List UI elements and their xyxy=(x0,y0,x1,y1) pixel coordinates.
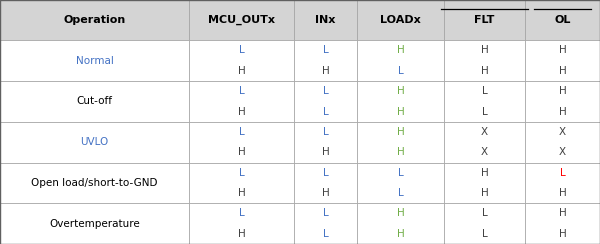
Bar xyxy=(444,203,525,244)
Bar xyxy=(0,81,189,122)
Text: L: L xyxy=(323,208,328,218)
Bar xyxy=(525,81,600,122)
Bar xyxy=(357,40,444,81)
Text: H: H xyxy=(397,86,404,96)
Text: H: H xyxy=(559,188,566,198)
Text: L: L xyxy=(482,107,487,117)
Text: OL: OL xyxy=(554,15,571,25)
Bar xyxy=(294,0,357,40)
Bar xyxy=(357,122,444,163)
Bar xyxy=(444,163,525,203)
Bar xyxy=(189,40,294,81)
Text: H: H xyxy=(481,168,488,178)
Text: L: L xyxy=(482,208,487,218)
Bar xyxy=(189,163,294,203)
Bar xyxy=(525,122,600,163)
Bar xyxy=(189,0,294,40)
Text: X: X xyxy=(559,147,566,157)
Text: L: L xyxy=(323,45,328,55)
Bar xyxy=(294,81,357,122)
Text: Overtemperature: Overtemperature xyxy=(49,219,140,229)
Text: UVLO: UVLO xyxy=(80,137,109,147)
Text: INx: INx xyxy=(316,15,335,25)
Text: L: L xyxy=(398,168,403,178)
Bar xyxy=(189,203,294,244)
Text: LOADx: LOADx xyxy=(380,15,421,25)
Text: H: H xyxy=(559,45,566,55)
Text: L: L xyxy=(560,168,565,178)
Text: H: H xyxy=(397,45,404,55)
Bar xyxy=(444,0,525,40)
Bar xyxy=(444,122,525,163)
Text: H: H xyxy=(559,208,566,218)
Text: Normal: Normal xyxy=(76,56,113,66)
Text: H: H xyxy=(397,147,404,157)
Text: H: H xyxy=(559,86,566,96)
Text: H: H xyxy=(481,45,488,55)
Text: L: L xyxy=(323,86,328,96)
Text: H: H xyxy=(397,127,404,137)
Text: L: L xyxy=(239,45,244,55)
Bar xyxy=(189,122,294,163)
Text: L: L xyxy=(398,66,403,76)
Text: H: H xyxy=(397,107,404,117)
Bar xyxy=(525,40,600,81)
Text: L: L xyxy=(323,229,328,239)
Text: L: L xyxy=(239,127,244,137)
Bar xyxy=(525,163,600,203)
Text: H: H xyxy=(559,107,566,117)
Text: L: L xyxy=(323,107,328,117)
Text: H: H xyxy=(238,188,245,198)
Bar xyxy=(0,203,189,244)
Text: L: L xyxy=(239,208,244,218)
Text: MCU_OUTx: MCU_OUTx xyxy=(208,15,275,25)
Bar xyxy=(0,0,189,40)
Text: H: H xyxy=(238,147,245,157)
Text: X: X xyxy=(481,147,488,157)
Text: L: L xyxy=(398,188,403,198)
Text: Operation: Operation xyxy=(64,15,125,25)
Bar xyxy=(357,203,444,244)
Bar xyxy=(294,40,357,81)
Bar xyxy=(294,163,357,203)
Text: L: L xyxy=(323,127,328,137)
Text: H: H xyxy=(238,66,245,76)
Bar xyxy=(357,163,444,203)
Text: Open load/short-to-GND: Open load/short-to-GND xyxy=(31,178,158,188)
Bar xyxy=(525,0,600,40)
Bar xyxy=(444,40,525,81)
Bar xyxy=(294,122,357,163)
Bar xyxy=(0,163,189,203)
Text: H: H xyxy=(397,208,404,218)
Text: H: H xyxy=(238,107,245,117)
Bar xyxy=(357,0,444,40)
Bar xyxy=(294,203,357,244)
Text: H: H xyxy=(559,66,566,76)
Bar xyxy=(444,81,525,122)
Bar xyxy=(0,40,189,81)
Text: L: L xyxy=(239,86,244,96)
Text: H: H xyxy=(559,229,566,239)
Text: H: H xyxy=(238,229,245,239)
Text: L: L xyxy=(323,168,328,178)
Text: H: H xyxy=(397,229,404,239)
Text: H: H xyxy=(322,147,329,157)
Text: H: H xyxy=(481,66,488,76)
Text: X: X xyxy=(559,127,566,137)
Bar xyxy=(189,81,294,122)
Text: FLT: FLT xyxy=(475,15,494,25)
Text: L: L xyxy=(482,86,487,96)
Text: L: L xyxy=(482,229,487,239)
Bar xyxy=(525,203,600,244)
Text: H: H xyxy=(481,188,488,198)
Bar xyxy=(0,122,189,163)
Text: X: X xyxy=(481,127,488,137)
Text: H: H xyxy=(322,188,329,198)
Text: Cut-off: Cut-off xyxy=(77,96,113,106)
Bar xyxy=(357,81,444,122)
Text: H: H xyxy=(322,66,329,76)
Text: L: L xyxy=(239,168,244,178)
